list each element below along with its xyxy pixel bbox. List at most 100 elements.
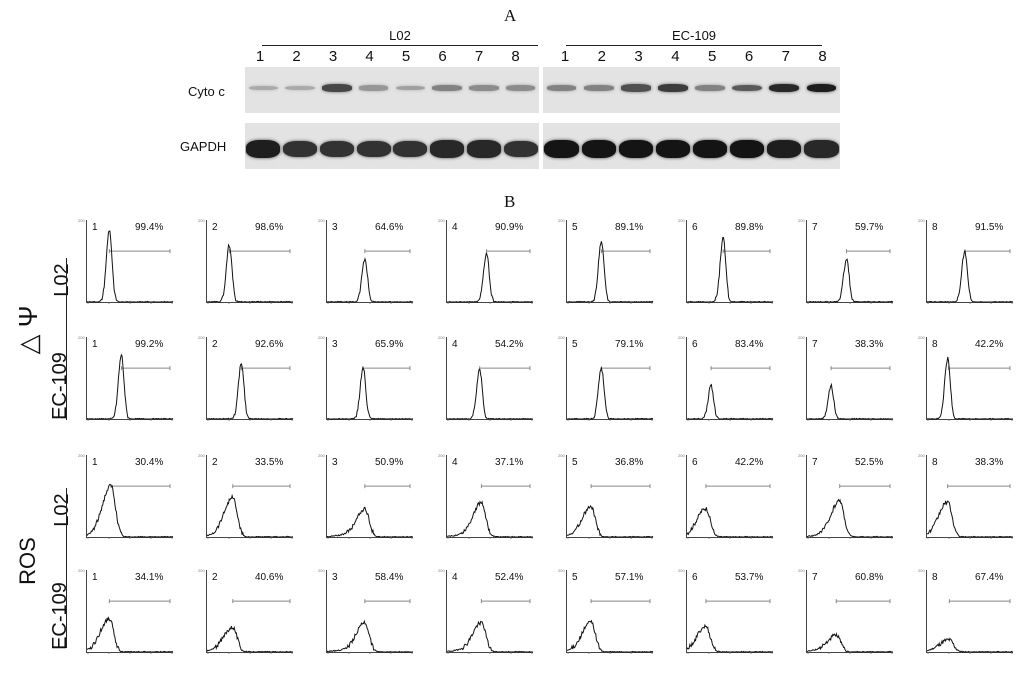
histogram-plot: 200 6 83.4% [678, 335, 774, 421]
blot-band [658, 84, 688, 92]
histogram-svg [326, 249, 414, 304]
histogram-y-max-tick: 200 [78, 218, 85, 223]
histogram-y-max-tick: 200 [678, 218, 685, 223]
histogram-plot: 200 2 92.6% [198, 335, 294, 421]
histogram-y-max-tick: 200 [558, 568, 565, 573]
blot-band [620, 84, 651, 92]
blot-band [695, 85, 725, 91]
histogram-plot: 200 7 59.7% [798, 218, 894, 304]
histogram-plot: 200 8 67.4% [918, 568, 1013, 654]
blot-band [356, 140, 391, 158]
histogram-svg [86, 599, 174, 654]
histogram-plot: 200 4 54.2% [438, 335, 533, 421]
histogram-sample-number: 5 [572, 457, 578, 468]
histogram-svg [566, 484, 654, 539]
histogram-plot: 200 3 65.9% [318, 335, 414, 421]
histogram-y-max-tick: 200 [318, 453, 325, 458]
histogram-svg [806, 484, 894, 539]
histogram-curve [567, 241, 654, 303]
histogram-svg [686, 599, 774, 654]
histogram-sample-number: 4 [452, 222, 458, 233]
histogram-plot: 200 1 99.4% [78, 218, 174, 304]
blot-band [732, 84, 763, 92]
histogram-svg [86, 483, 174, 539]
blot-label-gapdh: GAPDH [180, 139, 227, 154]
histogram-sample-number: 7 [812, 572, 818, 583]
histogram-plot: 200 8 38.3% [918, 453, 1013, 539]
histogram-svg [926, 356, 1013, 421]
lane-number: 4 [365, 48, 374, 65]
histogram-percentage: 38.3% [975, 457, 1004, 468]
histogram-sample-number: 8 [932, 457, 938, 468]
histogram-sample-number: 8 [932, 572, 938, 583]
histogram-sample-number: 6 [692, 339, 698, 350]
histogram-plot: 200 4 52.4% [438, 568, 533, 654]
histogram-percentage: 64.6% [375, 222, 404, 233]
histogram-plot: 200 5 79.1% [558, 335, 654, 421]
histogram-plot: 200 4 37.1% [438, 453, 533, 539]
histogram-svg [927, 484, 1013, 539]
histogram-percentage: 98.6% [255, 222, 284, 233]
histogram-svg [687, 236, 774, 304]
histogram-svg [806, 249, 894, 304]
blot-band [546, 85, 577, 91]
histogram-y-max-tick: 200 [798, 218, 805, 223]
blot-band [544, 140, 579, 158]
histogram-plot: 200 2 98.6% [198, 218, 294, 304]
histogram-percentage: 53.7% [735, 572, 764, 583]
blot-label-cyto-c: Cyto c [188, 84, 225, 99]
histogram-percentage: 36.8% [615, 457, 644, 468]
histogram-svg [567, 366, 654, 421]
lane-number: 5 [401, 48, 411, 65]
histogram-plot: 200 7 38.3% [798, 335, 894, 421]
histogram-sample-number: 7 [812, 339, 818, 350]
histogram-sample-number: 6 [692, 457, 698, 468]
histogram-curve [566, 504, 654, 538]
histogram-curve [806, 498, 894, 538]
blot-cyto-c-ec109 [543, 67, 840, 113]
histogram-percentage: 37.1% [495, 457, 524, 468]
histogram-percentage: 42.2% [735, 457, 764, 468]
blot-band [319, 140, 354, 158]
histogram-curve [326, 257, 414, 303]
blot-band [505, 85, 536, 91]
blot-band [358, 85, 389, 91]
blot-band [469, 85, 499, 91]
histogram-percentage: 34.1% [135, 572, 164, 583]
histogram-percentage: 99.4% [135, 222, 164, 233]
histogram-sample-number: 3 [332, 457, 338, 468]
blot-band [769, 83, 800, 93]
histogram-y-max-tick: 200 [918, 218, 925, 223]
histogram-curve [567, 367, 654, 420]
histogram-y-max-tick: 200 [438, 453, 445, 458]
histogram-curve [566, 619, 653, 653]
histogram-percentage: 59.7% [855, 222, 884, 233]
blot-band [581, 140, 616, 158]
histogram-percentage: 52.5% [855, 457, 884, 468]
histogram-y-max-tick: 200 [678, 568, 685, 573]
histogram-svg [446, 366, 533, 421]
histogram-y-max-tick: 200 [798, 568, 805, 573]
histogram-percentage: 92.6% [255, 339, 284, 350]
histogram-y-max-tick: 200 [558, 453, 565, 458]
histogram-plot: 200 2 40.6% [198, 568, 294, 654]
histogram-percentage: 57.1% [615, 572, 644, 583]
histogram-y-max-tick: 200 [198, 218, 205, 223]
row-divider-dpsi [66, 258, 67, 420]
histogram-svg [687, 366, 774, 421]
histogram-curve [86, 616, 174, 653]
histogram-y-max-tick: 200 [78, 335, 85, 340]
histogram-percentage: 38.3% [855, 339, 884, 350]
lane-number: 7 [781, 48, 790, 65]
histogram-sample-number: 7 [812, 222, 818, 233]
lane-number: 1 [560, 48, 570, 65]
histogram-y-max-tick: 200 [558, 218, 565, 223]
histogram-sample-number: 1 [92, 457, 98, 468]
histogram-svg [326, 599, 413, 654]
histogram-curve [86, 230, 174, 303]
histogram-svg [206, 484, 294, 539]
histogram-sample-number: 8 [932, 222, 938, 233]
histogram-curve [446, 620, 533, 653]
histogram-svg [446, 484, 533, 539]
lane-number: 8 [818, 48, 827, 65]
